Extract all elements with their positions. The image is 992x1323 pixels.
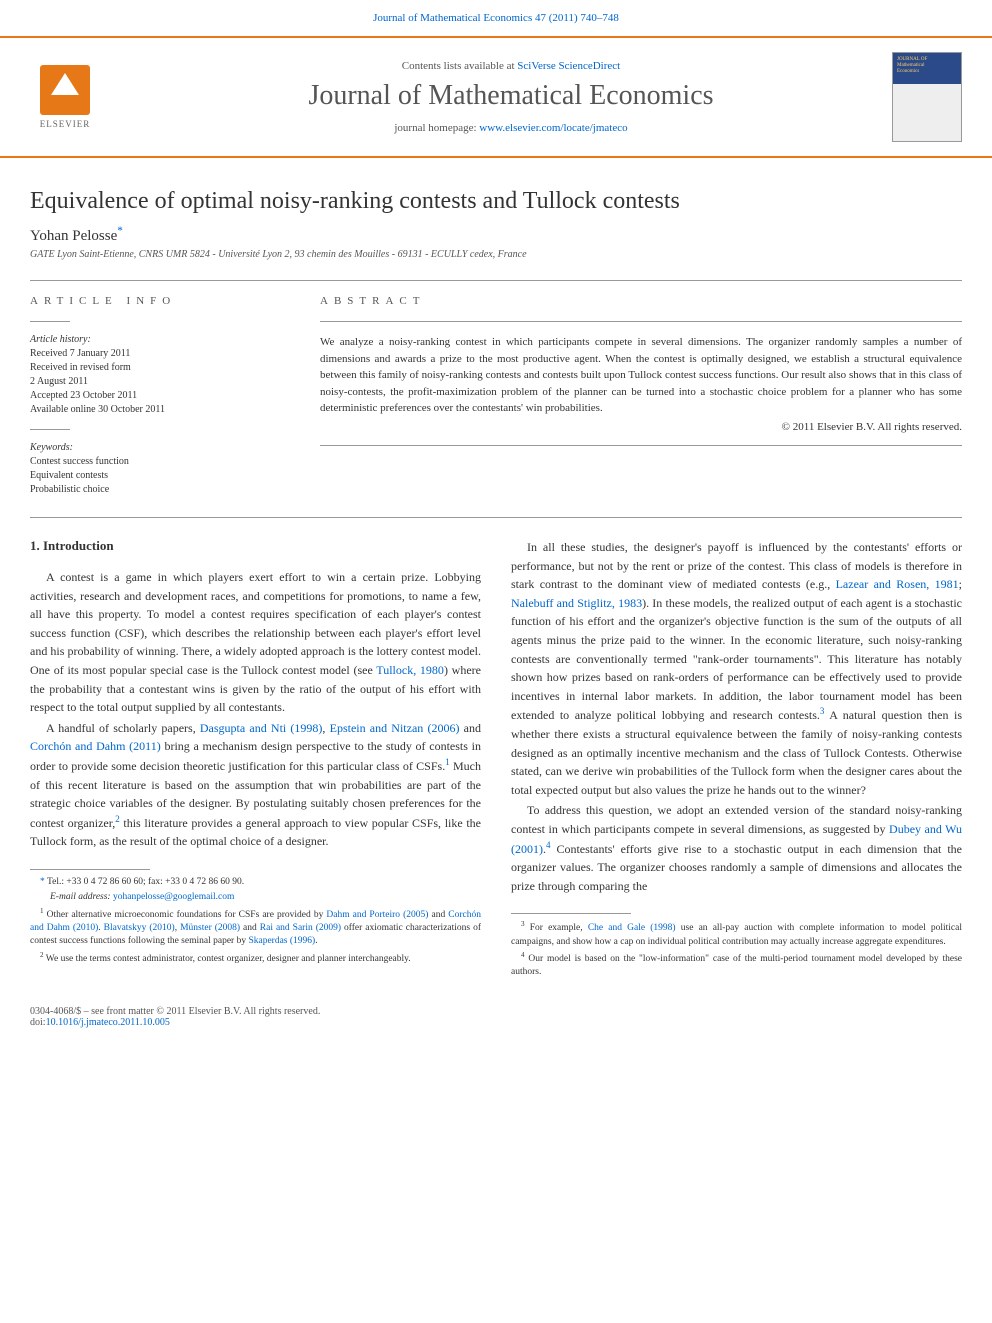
elsevier-label: ELSEVIER (40, 119, 91, 129)
keyword: Equivalent contests (30, 469, 280, 483)
page-footer: 0304-4068/$ – see front matter © 2011 El… (0, 992, 992, 1048)
history-item: Received 7 January 2011 (30, 347, 280, 361)
ref-link[interactable]: Dahm and Porteiro (2005) (326, 910, 428, 920)
ref-link[interactable]: Che and Gale (1998) (588, 923, 676, 933)
homepage-link[interactable]: www.elsevier.com/locate/jmateco (479, 122, 627, 134)
abstract-block: ABSTRACT We analyze a noisy-ranking cont… (320, 295, 962, 497)
paragraph: In all these studies, the designer's pay… (511, 538, 962, 799)
banner-center: Contents lists available at SciVerse Sci… (130, 60, 892, 134)
history-item: Received in revised form (30, 361, 280, 375)
paragraph: To address this question, we adopt an ex… (511, 801, 962, 895)
ref-link[interactable]: Corchón and Dahm (2011) (30, 739, 161, 753)
paragraph: A handful of scholarly papers, Dasgupta … (30, 719, 481, 851)
short-divider (30, 429, 70, 430)
article-info-label: ARTICLE INFO (30, 295, 280, 307)
ref-link[interactable]: Tullock, 1980 (376, 663, 444, 677)
sciencedirect-link[interactable]: SciVerse ScienceDirect (517, 60, 620, 72)
history-item: Accepted 23 October 2011 (30, 389, 280, 403)
affiliation: GATE Lyon Saint-Etienne, CNRS UMR 5824 -… (0, 249, 992, 280)
meta-section: ARTICLE INFO Article history: Received 7… (0, 281, 992, 517)
ref-link[interactable]: Dasgupta and Nti (1998) (200, 721, 323, 735)
corresponding-footnote: * Tel.: +33 0 4 72 86 60 60; fax: +33 0 … (30, 876, 481, 889)
abstract-copyright: © 2011 Elsevier B.V. All rights reserved… (320, 421, 962, 433)
contents-line: Contents lists available at SciVerse Sci… (130, 60, 892, 72)
homepage-label: journal homepage: (394, 122, 479, 134)
ref-link[interactable]: Rai and Sarin (2009) (260, 923, 341, 933)
footer-doi: doi:10.1016/j.jmateco.2011.10.005 (30, 1017, 962, 1028)
doi-link[interactable]: 10.1016/j.jmateco.2011.10.005 (46, 1017, 170, 1028)
left-column: 1. Introduction A contest is a game in w… (30, 538, 481, 982)
right-column: In all these studies, the designer's pay… (511, 538, 962, 982)
short-divider (30, 321, 70, 322)
ref-link[interactable]: Lazear and Rosen, 1981 (836, 577, 959, 591)
ref-link[interactable]: Nalebuff and Stiglitz, 1983 (511, 596, 642, 610)
homepage-line: journal homepage: www.elsevier.com/locat… (130, 122, 892, 134)
footnote-4: 4 Our model is based on the "low-informa… (511, 951, 962, 980)
history-item: Available online 30 October 2011 (30, 403, 280, 417)
abstract-text: We analyze a noisy-ranking contest in wh… (320, 334, 962, 417)
citation-header: Journal of Mathematical Economics 47 (20… (0, 0, 992, 36)
keywords-label: Keywords: (30, 442, 280, 453)
keyword: Contest success function (30, 455, 280, 469)
article-title: Equivalence of optimal noisy-ranking con… (0, 158, 992, 225)
journal-cover-thumb (892, 52, 962, 142)
ref-link[interactable]: Blavatskyy (2010) (104, 923, 175, 933)
footnote-rule (511, 913, 631, 914)
abstract-divider-bottom (320, 445, 962, 446)
history-label: Article history: (30, 334, 280, 345)
contents-text: Contents lists available at (402, 60, 517, 72)
email-footnote: E-mail address: yohanpelosse@googlemail.… (30, 891, 481, 904)
history-item: 2 August 2011 (30, 375, 280, 389)
ref-link[interactable]: Skaperdas (1996) (248, 936, 315, 946)
email-link[interactable]: yohanpelosse@googlemail.com (113, 892, 234, 902)
journal-title: Journal of Mathematical Economics (130, 80, 892, 112)
footer-copyright: 0304-4068/$ – see front matter © 2011 El… (30, 1006, 962, 1017)
paragraph: A contest is a game in which players exe… (30, 568, 481, 717)
elsevier-logo: ELSEVIER (30, 57, 100, 137)
elsevier-tree-icon (40, 65, 90, 115)
footnote-1: 1 Other alternative microeconomic founda… (30, 907, 481, 949)
author-name: Yohan Pelosse (30, 228, 117, 244)
author-line: Yohan Pelosse* (0, 225, 992, 249)
footnote-3: 3 For example, Che and Gale (1998) use a… (511, 920, 962, 949)
footnote-2: 2 We use the terms contest administrator… (30, 951, 481, 966)
citation-link[interactable]: Journal of Mathematical Economics 47 (20… (373, 12, 619, 24)
abstract-divider (320, 321, 962, 322)
ref-link[interactable]: Münster (2008) (180, 923, 240, 933)
body-section: 1. Introduction A contest is a game in w… (0, 518, 992, 992)
footnote-rule (30, 869, 150, 870)
keyword: Probabilistic choice (30, 483, 280, 497)
article-info-block: ARTICLE INFO Article history: Received 7… (30, 295, 280, 497)
journal-banner: ELSEVIER Contents lists available at Sci… (0, 36, 992, 158)
ref-link[interactable]: Epstein and Nitzan (2006) (330, 721, 460, 735)
abstract-label: ABSTRACT (320, 295, 962, 307)
section-heading: 1. Introduction (30, 538, 481, 554)
corresponding-marker[interactable]: * (117, 228, 123, 244)
